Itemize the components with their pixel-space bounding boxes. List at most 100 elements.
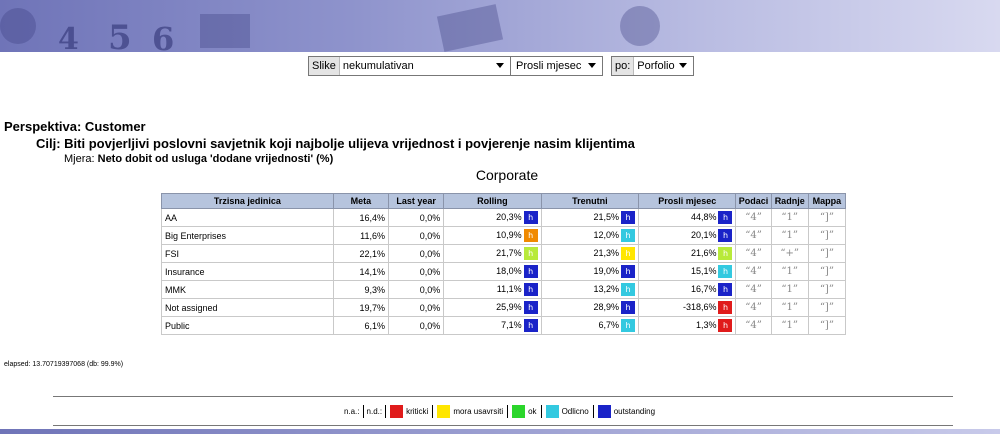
status-indicator-icon[interactable]: h <box>523 301 538 314</box>
cell-value: “]” <box>819 248 834 259</box>
period-select[interactable]: Prosli mjesec <box>510 56 603 76</box>
cell-mappa[interactable]: “]” <box>807 244 847 263</box>
cell-podaci[interactable]: “4” <box>735 280 772 299</box>
cell-podaci[interactable]: “4” <box>735 262 772 281</box>
cell-unit: Public <box>161 316 334 335</box>
cell-radnje[interactable]: “1” <box>770 226 809 245</box>
status-indicator-icon[interactable]: h <box>621 265 636 278</box>
status-indicator-icon[interactable]: h <box>523 247 538 260</box>
table-row: AA 16,4% 0,0% 20,3% h 21,5% h 44,8% h “4” “1” “]” <box>161 208 847 227</box>
cell-value: 6,1% <box>364 320 385 331</box>
po-select[interactable]: po: Porfolio <box>611 56 694 76</box>
cell-value: 20,3% <box>496 211 522 222</box>
cell-unit: Insurance <box>161 262 334 281</box>
cell-value: 0,0% <box>419 248 441 259</box>
cell-value: 6,7% <box>598 319 620 330</box>
cell-value: 7,1% <box>501 319 522 330</box>
cell-mappa[interactable]: “]” <box>807 280 847 299</box>
cell-value: “4” <box>745 248 762 259</box>
cell-podaci[interactable]: “4” <box>735 208 772 227</box>
cell-podaci[interactable]: “4” <box>735 316 772 335</box>
cell-value: “4” <box>745 230 762 241</box>
status-indicator-icon[interactable]: h <box>621 283 636 296</box>
cell-radnje[interactable]: “1” <box>770 262 809 281</box>
cell-value: 14,1% <box>359 266 385 277</box>
table-row: Big Enterprises 11,6% 0,0% 10,9% h 12,0% h 20,1… <box>161 226 847 245</box>
col-header: Trzisna jedinica <box>161 193 334 209</box>
status-indicator-icon[interactable]: h <box>523 319 538 332</box>
cell-mappa[interactable]: “]” <box>807 208 847 227</box>
filter-bar: Slike nekumulativan Prosli mjesec po: Po… <box>0 56 1000 78</box>
status-indicator-icon[interactable]: h <box>523 229 538 242</box>
cell-value: “]” <box>819 320 834 331</box>
chevron-down-icon <box>588 63 596 68</box>
status-indicator-icon[interactable]: h <box>718 247 733 260</box>
status-indicator-icon[interactable]: h <box>718 319 733 332</box>
cell-rolling: 20,3% h <box>443 208 542 227</box>
banner-digit-6: 6 <box>152 20 175 52</box>
status-indicator-icon[interactable]: h <box>718 301 733 314</box>
cell-podaci[interactable]: “4” <box>735 226 772 245</box>
legend-swatch <box>512 405 526 418</box>
status-indicator-icon[interactable]: h <box>718 211 733 224</box>
cell-rolling: 11,1% h <box>443 280 542 299</box>
legend-item: mora usavrsiti <box>437 405 503 418</box>
status-indicator-icon[interactable]: h <box>718 283 733 296</box>
status-indicator-icon[interactable]: h <box>523 283 538 296</box>
cell-mappa[interactable]: “]” <box>807 262 847 281</box>
cell-radnje[interactable]: “1” <box>770 280 809 299</box>
status-indicator-icon[interactable]: h <box>621 319 636 332</box>
status-indicator-icon[interactable]: h <box>621 247 636 260</box>
cell-value: “1” <box>781 284 798 295</box>
cell-last: 0,0% <box>387 262 445 281</box>
cell-radnje[interactable]: “1” <box>770 316 809 335</box>
cell-value: “1” <box>781 302 798 313</box>
cell-radnje[interactable]: “+” <box>770 244 809 263</box>
cell-value: 15,1% <box>690 265 717 276</box>
cell-podaci[interactable]: “4” <box>735 244 772 263</box>
cell-meta: 14,1% <box>332 262 389 281</box>
cell-rolling: 21,7% h <box>443 244 542 263</box>
period-value: Prosli mjesec <box>516 60 582 72</box>
legend-label: ok <box>528 407 537 416</box>
cell-podaci[interactable]: “4” <box>735 298 772 317</box>
legend-label: mora usavrsiti <box>453 407 504 416</box>
legend-separator <box>385 405 387 418</box>
cell-radnje[interactable]: “1” <box>770 298 809 317</box>
status-indicator-icon[interactable]: h <box>621 301 636 314</box>
status-indicator-icon[interactable]: h <box>718 265 733 278</box>
cell-mappa[interactable]: “]” <box>807 226 847 245</box>
cell-last: 0,0% <box>387 298 445 317</box>
measure-value: Neto dobit od usluga 'dodane vrijednosti… <box>97 153 334 165</box>
cell-value: “]” <box>819 212 834 223</box>
status-indicator-icon[interactable]: h <box>718 229 733 242</box>
slike-select[interactable]: Slike nekumulativan <box>308 56 511 76</box>
status-indicator-icon[interactable]: h <box>523 265 538 278</box>
cell-rolling: 10,9% h <box>443 226 542 245</box>
section-title: Corporate <box>475 167 539 183</box>
cell-mappa[interactable]: “]” <box>807 316 847 335</box>
status-indicator-icon[interactable]: h <box>621 211 636 224</box>
cell-mappa[interactable]: “]” <box>807 298 847 317</box>
cell-trenutni: 19,0% h <box>540 262 640 281</box>
cell-value: “4” <box>745 284 762 295</box>
cell-value: FSI <box>165 248 180 259</box>
status-legend: n.a.: n.d.: kriticki mora usavrsiti ok Odli… <box>0 405 1000 418</box>
goal-title: Cilj: Biti povjerljivi poslovni savjetni… <box>36 136 635 151</box>
cell-value: 20,1% <box>690 229 717 240</box>
cell-value: “]” <box>819 302 834 313</box>
banner-building-icon <box>200 14 250 48</box>
status-indicator-icon[interactable]: h <box>523 211 538 224</box>
legend-swatch <box>390 405 404 418</box>
cell-value: 16,4% <box>359 212 385 223</box>
legend-items: kriticki mora usavrsiti ok Odlicno outstandi… <box>389 405 656 418</box>
cell-value: 13,2% <box>593 283 620 294</box>
cell-radnje[interactable]: “1” <box>770 208 809 227</box>
chevron-down-icon <box>679 63 687 68</box>
cell-unit: FSI <box>161 244 334 263</box>
legend-label: kriticki <box>406 407 429 416</box>
legend-separator <box>540 405 542 418</box>
cell-value: 21,5% <box>593 211 620 222</box>
cell-value: MMK <box>165 284 186 295</box>
status-indicator-icon[interactable]: h <box>621 229 636 242</box>
